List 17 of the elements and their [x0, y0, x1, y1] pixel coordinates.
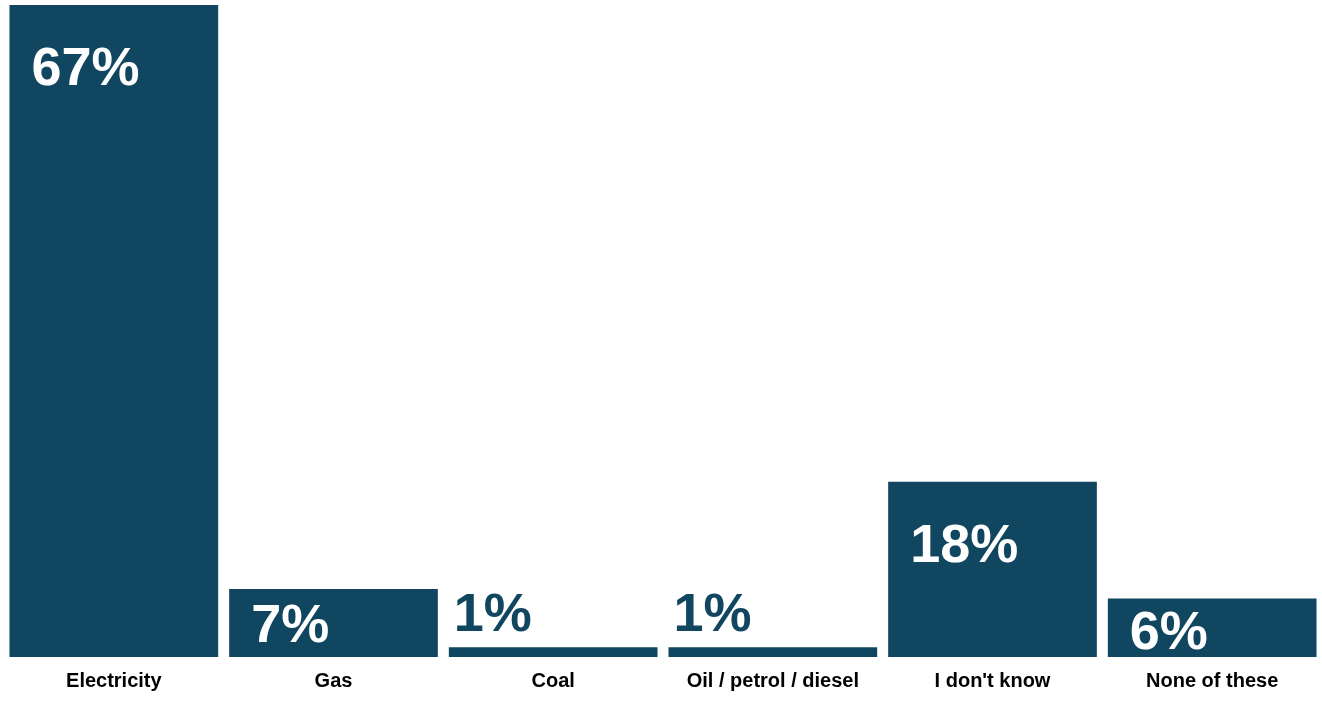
data-label: 1% — [673, 582, 752, 643]
x-tick-label: I don't know — [934, 668, 1051, 691]
data-label: 1% — [453, 582, 532, 643]
x-tick-label: None of these — [1146, 668, 1279, 691]
x-tick-label: Gas — [314, 668, 353, 691]
data-label: 18% — [910, 512, 1019, 573]
bar — [448, 647, 658, 657]
bar — [668, 647, 878, 657]
x-tick-label: Coal — [531, 668, 575, 691]
bar — [229, 588, 438, 657]
bar — [888, 481, 1097, 657]
bar — [9, 5, 219, 657]
x-tick-label: Electricity — [66, 668, 163, 691]
x-tick-label: Oil / petrol / diesel — [686, 668, 859, 691]
data-label: 7% — [251, 593, 330, 654]
data-label: 67% — [31, 35, 140, 96]
data-label: 6% — [1129, 599, 1208, 660]
